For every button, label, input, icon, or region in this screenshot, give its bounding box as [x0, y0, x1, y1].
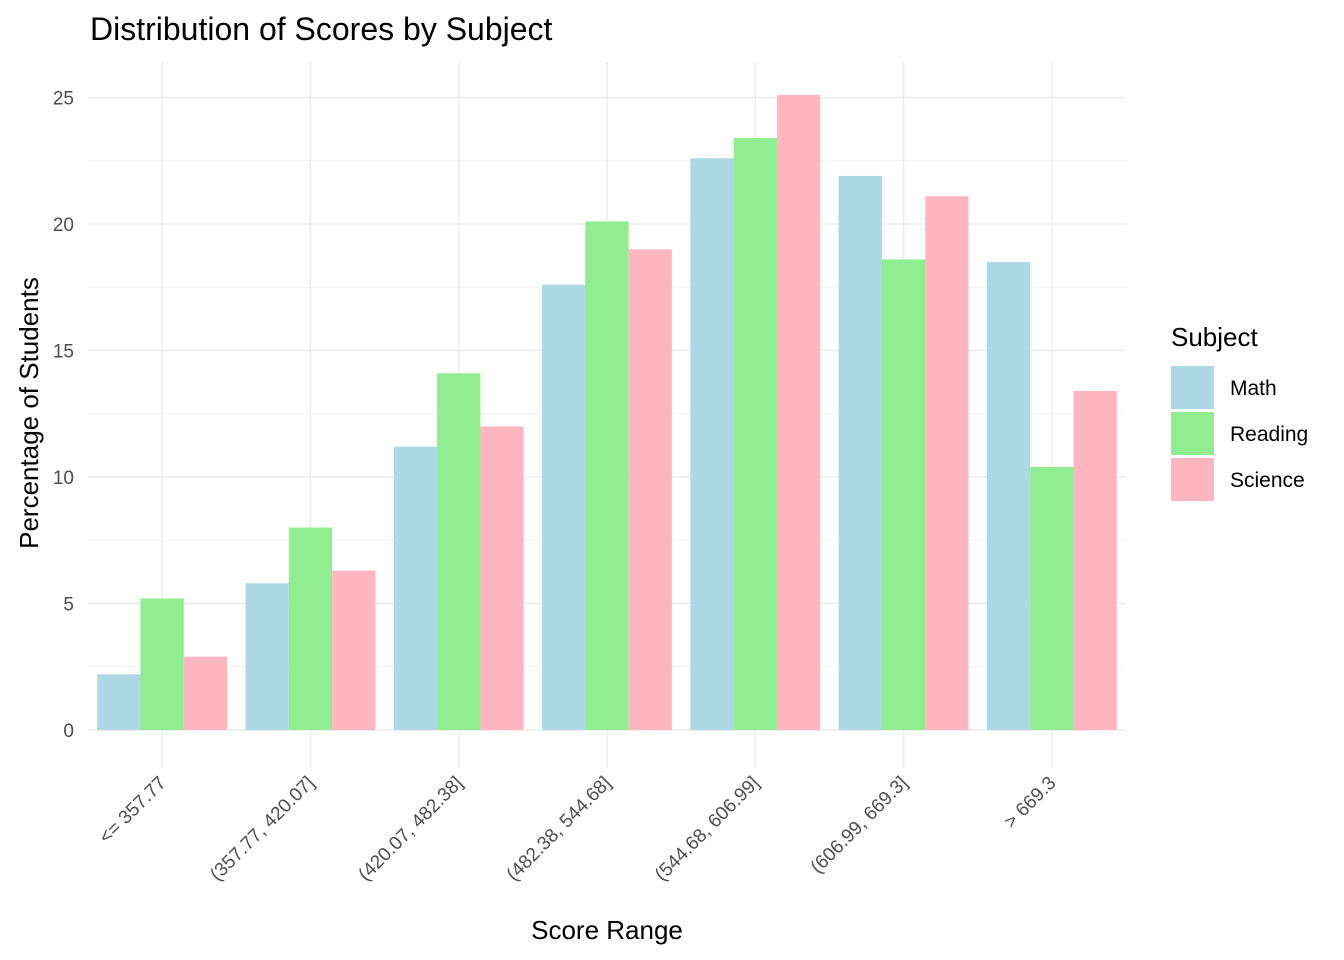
bar-math: [986, 261, 1031, 730]
bar-science: [628, 249, 672, 731]
bar-math: [542, 284, 586, 730]
y-tick-label: 0: [63, 721, 74, 742]
x-tick-label: (357.77, 420.07]: [206, 773, 319, 886]
bar-math: [245, 583, 289, 730]
bars: [97, 94, 1117, 731]
x-tick-label: (482.38, 544.68]: [503, 773, 616, 886]
bar-reading: [1030, 466, 1074, 730]
x-tick-label: (544.68, 606.99]: [651, 773, 764, 886]
bar-science: [776, 94, 821, 731]
chart-title: Distribution of Scores by Subject: [90, 11, 553, 47]
y-tick-label: 15: [53, 342, 74, 363]
bar-science: [183, 656, 228, 730]
y-tick-label: 5: [63, 595, 74, 616]
x-tick-label: (606.99, 669.3]: [807, 773, 912, 878]
bar-science: [1073, 390, 1117, 730]
y-axis-title: Percentage of Students: [14, 277, 44, 549]
bar-reading: [733, 137, 777, 731]
bar-science: [332, 570, 376, 730]
bar-math: [690, 158, 734, 731]
legend-label-science: Science: [1230, 469, 1305, 492]
bar-reading: [437, 373, 481, 730]
bar-reading: [140, 598, 184, 730]
x-tick-label: (420.07, 482.38]: [355, 773, 468, 886]
legend: Subject Math Reading Science: [1171, 322, 1308, 501]
legend-label-reading: Reading: [1230, 423, 1308, 446]
bar-math: [97, 674, 141, 730]
bar-math: [838, 175, 882, 730]
x-tick-label: > 669.3: [1000, 773, 1060, 833]
legend-title: Subject: [1171, 322, 1258, 352]
y-tick-label: 20: [53, 215, 74, 236]
y-axis-ticks: 0 5 10 15 20 25: [53, 89, 74, 743]
bar-reading: [288, 527, 333, 730]
legend-key-math: [1171, 366, 1214, 409]
bar-reading: [881, 259, 926, 730]
bar-math: [393, 446, 438, 730]
legend-label-math: Math: [1230, 377, 1277, 400]
x-axis-title: Score Range: [531, 915, 683, 945]
x-axis-ticks: <= 357.77 (357.77, 420.07] (420.07, 482.38…: [95, 773, 1060, 886]
legend-key-reading: [1171, 412, 1214, 455]
bar-reading: [585, 221, 629, 730]
bar-science: [480, 426, 524, 730]
bar-science: [925, 196, 969, 731]
y-tick-label: 10: [53, 468, 74, 489]
x-tick-label: <= 357.77: [95, 773, 170, 848]
legend-key-science: [1171, 458, 1214, 501]
y-tick-label: 25: [53, 89, 74, 110]
